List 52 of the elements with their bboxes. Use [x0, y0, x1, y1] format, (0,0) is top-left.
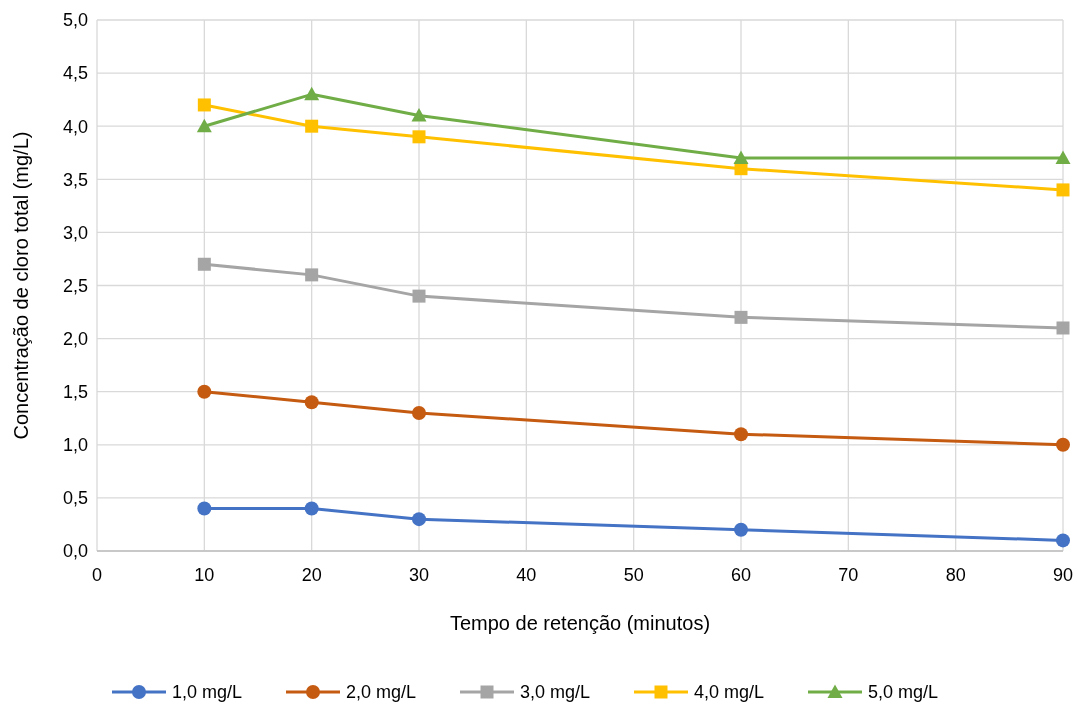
point — [197, 98, 211, 112]
x-tick-label: 40 — [516, 565, 537, 585]
y-axis-title: Concentração de cloro total (mg/L) — [10, 131, 32, 440]
point — [304, 395, 319, 410]
point — [412, 405, 426, 420]
x-tick-label: 30 — [408, 565, 430, 585]
x-tick-label: 10 — [194, 565, 215, 585]
point — [734, 310, 748, 324]
point — [411, 108, 427, 122]
x-tick-label: 90 — [1052, 565, 1074, 585]
point — [197, 501, 212, 516]
point — [197, 257, 211, 271]
point — [1055, 150, 1071, 165]
y-tick-label: 5,0 — [62, 10, 88, 31]
x-tick-label: 0 — [91, 565, 103, 585]
point — [305, 119, 319, 133]
y-tick-label: 4,0 — [62, 116, 88, 137]
point — [412, 289, 426, 303]
point — [734, 522, 748, 537]
x-axis-title: Tempo de retenção (minutos) — [449, 612, 711, 634]
point — [412, 512, 426, 527]
legend-label: 4,0 mg/L — [694, 682, 765, 703]
x-tick-label: 20 — [301, 565, 322, 585]
point — [1056, 437, 1070, 452]
point — [734, 427, 748, 442]
legend-label: 3,0 mg/L — [520, 682, 591, 703]
point — [1056, 533, 1070, 548]
y-tick-label: 0,0 — [62, 541, 88, 562]
x-tick-label: 50 — [623, 565, 644, 585]
point — [304, 501, 319, 516]
y-tick-label: 3,5 — [62, 169, 88, 190]
y-tick-label: 2,0 — [62, 328, 88, 349]
point — [196, 118, 212, 133]
x-tick-label: 80 — [945, 565, 966, 585]
y-tick-label: 1,0 — [62, 435, 88, 456]
y-tick-label: 3,0 — [62, 222, 88, 243]
y-tick-label: 1,5 — [62, 382, 88, 402]
point — [412, 130, 426, 144]
point — [1056, 183, 1070, 197]
legend-label: 5,0 mg/L — [868, 682, 939, 703]
y-tick-label: 2,5 — [62, 275, 88, 296]
legend-label: 2,0 mg/L — [346, 682, 417, 703]
x-tick-label: 70 — [838, 565, 859, 585]
y-tick-label: 0,5 — [62, 488, 88, 509]
point — [733, 150, 749, 165]
x-tick-label: 60 — [730, 565, 752, 585]
legend-label: 1,0 mg/L — [172, 682, 243, 703]
point — [305, 268, 319, 282]
point — [197, 384, 212, 399]
y-tick-label: 4,5 — [62, 63, 88, 84]
point — [1056, 321, 1070, 335]
point — [304, 86, 320, 101]
